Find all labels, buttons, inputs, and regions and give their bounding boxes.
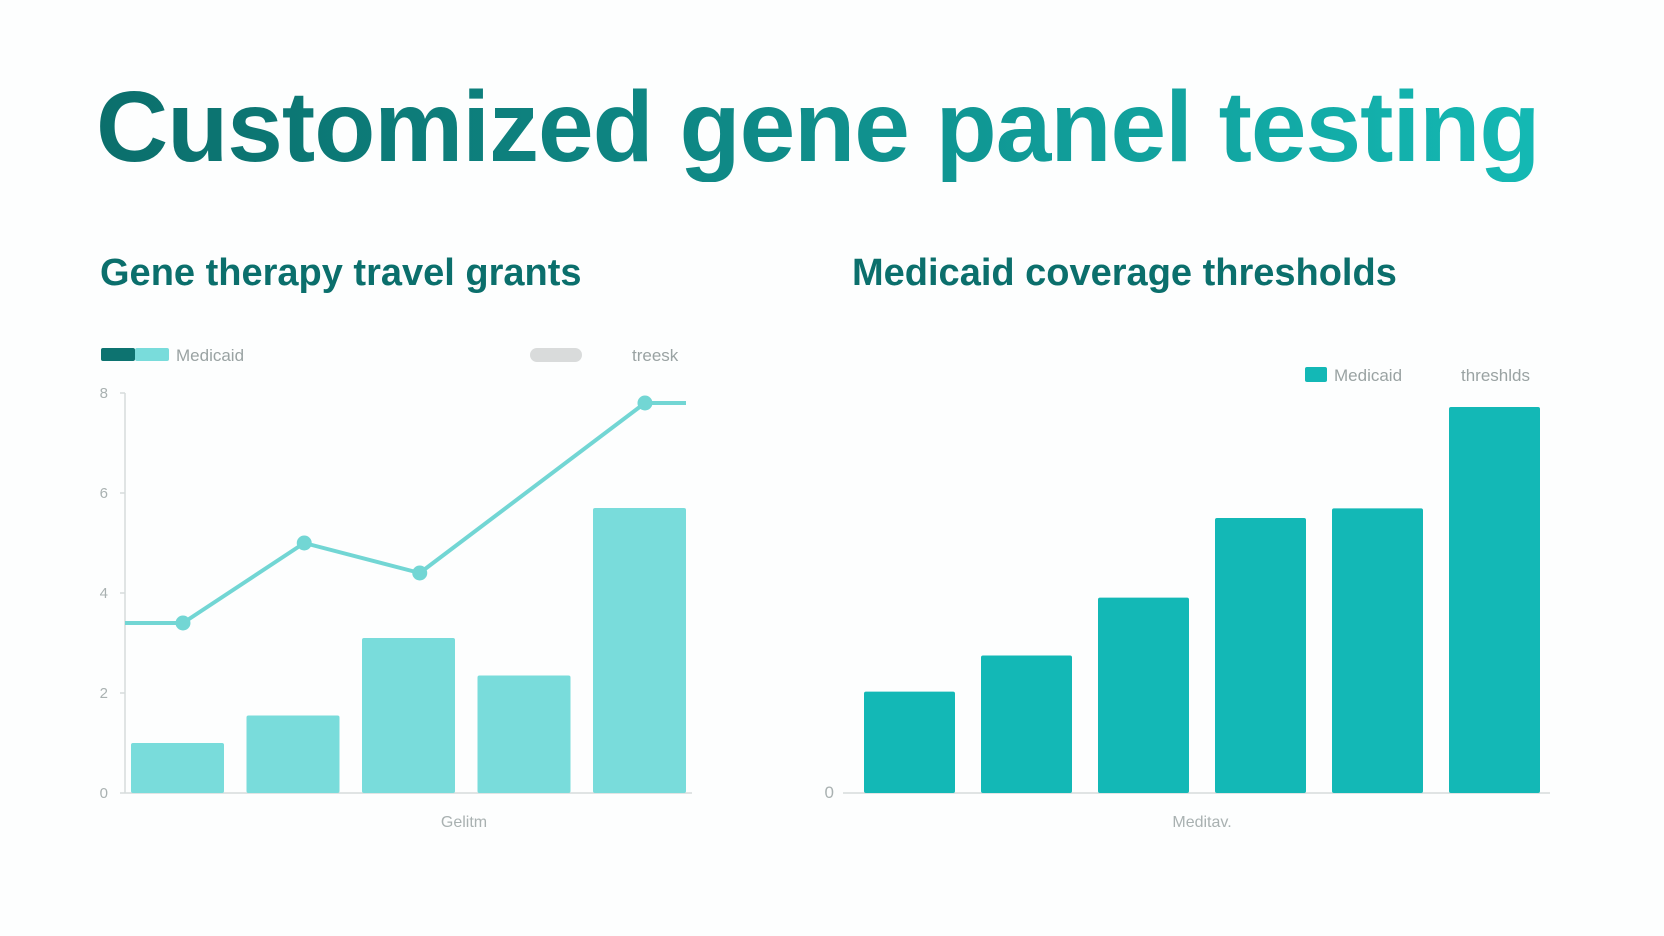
left-y-tick: 0 xyxy=(100,785,108,802)
right-bar xyxy=(1098,597,1189,793)
left-line-point xyxy=(175,615,191,631)
left-bars xyxy=(131,508,686,793)
left-line-series xyxy=(125,395,686,631)
right-legend-label-medicaid: Medicaid xyxy=(1334,366,1402,385)
right-bar xyxy=(1449,407,1540,793)
right-chart-title: Medicaid coverage thresholds xyxy=(852,252,1397,294)
right-chart: Medicaid threshlds 0 Meditav. xyxy=(825,366,1550,831)
left-y-tick: 2 xyxy=(100,685,108,702)
left-y-tick: 4 xyxy=(100,585,108,602)
left-legend: Medicaid treesk xyxy=(101,346,679,365)
left-legend-label-treesk: treesk xyxy=(632,346,679,365)
left-bar xyxy=(593,508,686,793)
left-legend-blurred-swatch xyxy=(530,348,582,362)
right-legend-label-thresholds: threshlds xyxy=(1461,366,1530,385)
main-title: Customized gene panel testing xyxy=(96,71,1540,183)
left-bar xyxy=(246,715,340,793)
left-bar xyxy=(477,675,571,793)
right-y-tick: 0 xyxy=(825,783,834,802)
right-legend-swatch-medicaid xyxy=(1305,367,1327,382)
right-bar xyxy=(864,691,955,793)
right-bar xyxy=(1332,508,1423,793)
left-bar xyxy=(131,743,224,793)
right-bar xyxy=(1215,517,1306,793)
left-legend-label-medicaid: Medicaid xyxy=(176,346,244,365)
left-y-ticks: 0 2 4 6 8 xyxy=(100,385,125,802)
left-chart-title: Gene therapy travel grants xyxy=(100,252,582,294)
left-legend-swatch-medicaid-light xyxy=(135,348,169,361)
left-y-tick: 6 xyxy=(100,485,108,502)
left-bar xyxy=(362,638,455,793)
left-chart: Medicaid treesk 0 2 4 6 8 Gelitm xyxy=(100,346,692,831)
right-x-axis-label: Meditav. xyxy=(1172,814,1231,831)
left-line-point xyxy=(296,535,312,551)
left-line-point xyxy=(412,565,428,581)
left-legend-swatch-medicaid-dark xyxy=(101,348,135,361)
left-y-tick: 8 xyxy=(100,385,108,402)
left-line-point xyxy=(637,395,653,411)
right-bars xyxy=(864,407,1540,793)
left-x-axis-label: Gelitm xyxy=(441,814,487,831)
right-legend: Medicaid threshlds xyxy=(1305,366,1530,385)
right-bar xyxy=(981,655,1072,793)
